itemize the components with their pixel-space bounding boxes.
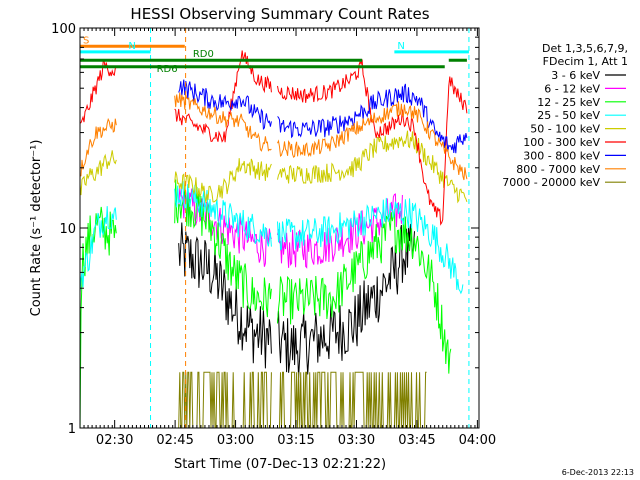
x-tick-label: 03:45 <box>398 433 435 448</box>
legend-entry-label: 3 - 6 keV <box>551 69 600 82</box>
series-line <box>178 79 468 154</box>
chart-title: HESSI Observing Summary Count Rates <box>130 5 429 23</box>
legend-header-line: Det 1,3,5,6,7,9, <box>542 42 628 55</box>
legend: Det 1,3,5,6,7,9,FDecim 1, Att 13 - 6 keV… <box>502 42 628 189</box>
flag-label: N <box>128 41 135 52</box>
x-tick-label: 02:30 <box>96 433 133 448</box>
legend-entry-label: 800 - 7000 keV <box>516 163 600 176</box>
legend-header-line: FDecim 1, Att 1 <box>543 55 628 68</box>
y-tick-label: 1 <box>68 422 76 437</box>
legend-entry-label: 50 - 100 keV <box>530 123 600 136</box>
flag-label: RD0 <box>193 49 214 60</box>
flag-label: S <box>83 35 89 46</box>
x-tick-label: 03:15 <box>277 433 314 448</box>
series-line <box>178 371 427 428</box>
series-line <box>178 222 415 378</box>
x-tick-label: 02:45 <box>156 433 193 448</box>
y-tick-label: 100 <box>51 22 76 37</box>
legend-entry-label: 300 - 800 keV <box>523 149 600 162</box>
series-line <box>80 50 468 226</box>
y-tick-label: 10 <box>59 222 76 237</box>
legend-entry-label: 12 - 25 keV <box>537 96 600 109</box>
legend-entry-label: 6 - 12 keV <box>544 82 600 95</box>
legend-entry-label: 7000 - 20000 keV <box>502 176 600 189</box>
flag-label: RD6 <box>157 64 178 75</box>
series-line <box>80 181 464 295</box>
legend-entry-label: 100 - 300 keV <box>523 136 600 149</box>
y-axis-label: Count Rate (s⁻¹ detector⁻¹) <box>29 140 44 317</box>
footer-date: 6-Dec-2013 22:13 <box>562 468 634 477</box>
x-tick-label: 03:00 <box>217 433 254 448</box>
series-line <box>80 92 468 181</box>
legend-entry-label: 25 - 50 keV <box>537 109 600 122</box>
series-layer <box>80 50 468 428</box>
ticks-layer: 02:30 02:45 03:00 03:15 03:30 03:45 04:00 1 10 10… <box>51 22 496 448</box>
flag-label: N <box>397 41 404 52</box>
flag-layer: S N N RD0 RD6 <box>80 28 470 428</box>
x-tick-label: 03:30 <box>338 433 375 448</box>
x-tick-label: 04:00 <box>459 433 496 448</box>
series-line <box>80 130 468 204</box>
x-axis-label: Start Time (07-Dec-13 02:21:22) <box>174 457 386 472</box>
